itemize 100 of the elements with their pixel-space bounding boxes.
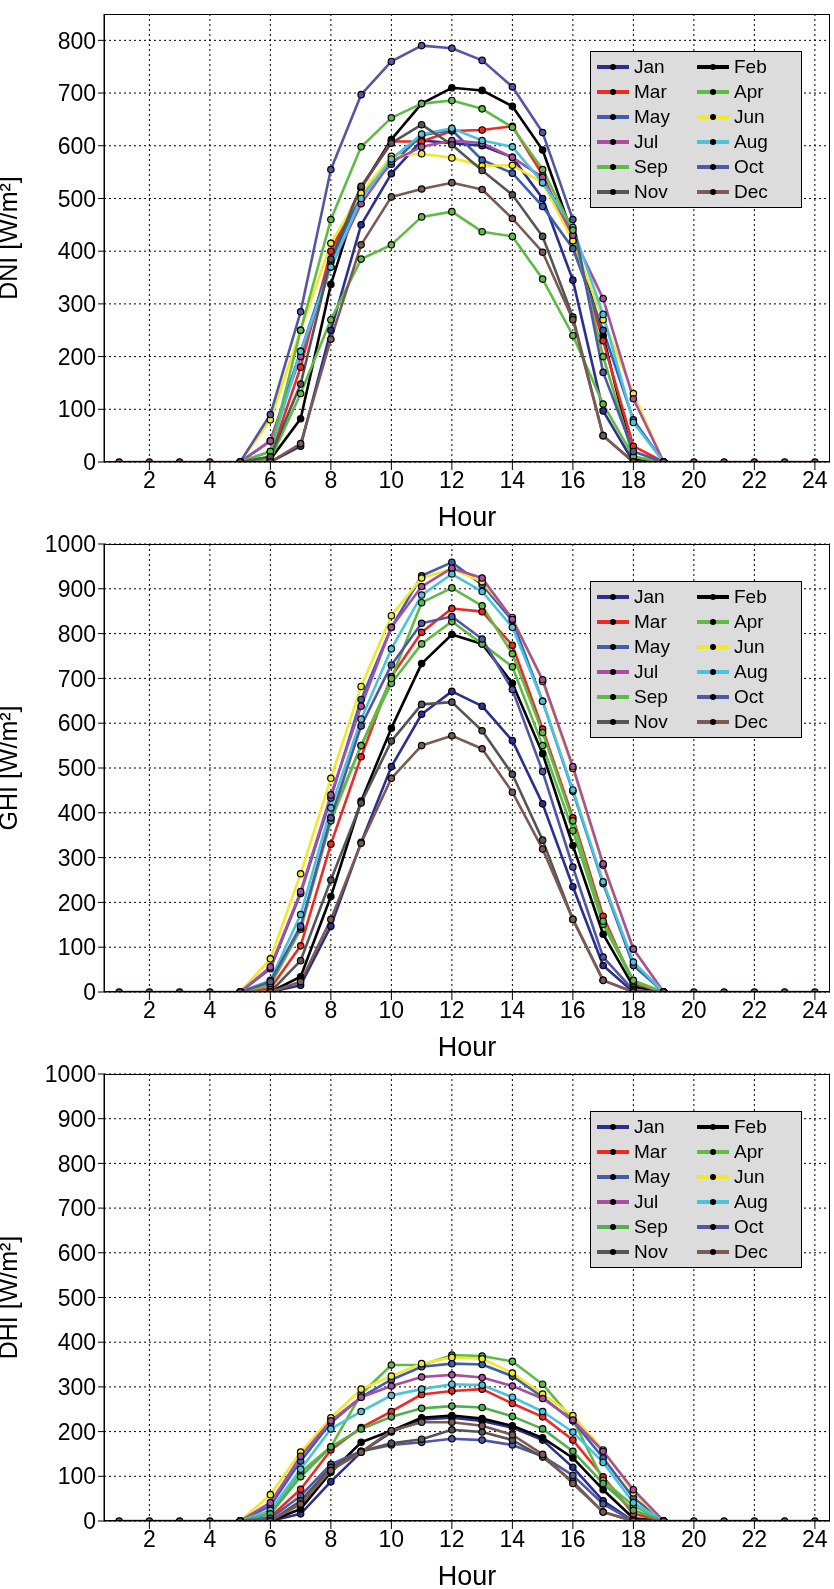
y-tick-label: 400 [57,238,96,265]
legend-label: Dec [734,711,768,733]
legend-label: Aug [734,661,768,683]
legend-label: Jun [734,1166,765,1188]
y-tick-label: 1000 [44,531,96,558]
x-tick-label: 12 [439,997,465,1024]
y-tick-label: 300 [57,291,96,318]
legend-label: May [634,636,670,658]
legend-label: Sep [634,686,668,708]
legend-label: Mar [634,81,667,103]
y-tick-label: 0 [83,449,96,476]
x-tick-label: 22 [741,997,768,1024]
x-tick-label: 6 [263,467,277,494]
legend-label: Jan [634,1116,665,1138]
x-tick-label: 22 [741,1526,768,1553]
y-tick-label: 800 [57,620,96,647]
y-tick-label: 900 [57,575,96,602]
y-tick-label: 200 [57,1418,96,1445]
legend-label: Dec [734,1241,768,1263]
x-axis-title: Hour [437,502,497,532]
y-tick-label: 600 [57,710,96,737]
y-tick-label: 400 [57,799,96,826]
x-tick-label: 20 [681,997,707,1024]
x-tick-label: 14 [499,1526,526,1553]
x-tick-label: 10 [378,1526,405,1553]
legend-label: Jul [634,661,659,683]
legend-label: Sep [634,156,668,178]
y-tick-label: 300 [57,844,96,871]
y-tick-label: 700 [57,1195,96,1222]
x-tick-label: 14 [499,997,526,1024]
x-tick-label: 8 [324,997,338,1024]
legend-label: Mar [634,1141,667,1163]
y-tick-label: 500 [57,185,96,212]
x-tick-label: 4 [203,467,217,494]
x-tick-label: 4 [203,997,217,1024]
x-tick-label: 18 [620,997,647,1024]
x-tick-label: 18 [620,1526,647,1553]
legend-label: May [634,1166,670,1188]
x-tick-label: 2 [142,997,156,1024]
legend-label: Oct [734,1216,764,1238]
legend-label: Jul [634,1191,659,1213]
legend-label: Feb [734,56,767,78]
x-tick-label: 16 [560,467,586,494]
x-tick-label: 2 [142,1526,156,1553]
y-tick-label: 500 [57,1284,96,1311]
legend-label: Jun [734,106,765,128]
legend-label: Aug [734,1191,768,1213]
x-axis-title: Hour [437,1032,497,1062]
legend-label: Dec [734,181,768,203]
legend-label: Oct [734,686,764,708]
x-tick-label: 24 [802,1526,828,1553]
y-tick-label: 400 [57,1329,96,1356]
legend-label: Jan [634,586,665,608]
y-tick-label: 100 [57,934,96,961]
x-tick-label: 12 [439,467,465,494]
y-tick-label: 600 [57,1239,96,1266]
y-tick-label: 800 [57,1150,96,1177]
x-tick-label: 20 [681,1526,707,1553]
x-tick-label: 8 [324,1526,338,1553]
x-tick-label: 10 [378,997,405,1024]
y-tick-label: 0 [83,979,96,1006]
legend-label: Mar [634,611,667,633]
y-tick-label: 600 [57,132,96,159]
x-tick-label: 24 [802,997,828,1024]
x-tick-label: 4 [203,1526,217,1553]
x-tick-label: 12 [439,1526,465,1553]
x-tick-label: 24 [802,467,828,494]
legend-label: Apr [734,611,764,633]
y-tick-label: 500 [57,755,96,782]
y-tick-label: 700 [57,665,96,692]
y-tick-label: 700 [57,80,96,107]
y-tick-label: 0 [83,1508,96,1535]
legend-label: May [634,106,670,128]
legend-label: Aug [734,131,768,153]
y-tick-label: 200 [57,889,96,916]
y-tick-label: 800 [57,27,96,54]
legend-label: Feb [734,1116,767,1138]
legend-label: Apr [734,1141,764,1163]
legend-label: Feb [734,586,767,608]
y-tick-label: 900 [57,1105,96,1132]
x-axis-title: Hour [437,1561,497,1589]
x-tick-label: 20 [681,467,707,494]
legend-label: Jul [634,131,659,153]
y-tick-label: 100 [57,396,96,423]
x-tick-label: 8 [324,467,338,494]
x-tick-label: 14 [499,467,526,494]
x-tick-label: 10 [378,467,405,494]
x-tick-label: 18 [620,467,647,494]
x-tick-label: 6 [263,997,277,1024]
legend-label: Nov [634,181,668,203]
legend-label: Jan [634,56,665,78]
x-tick-label: 2 [142,467,156,494]
y-tick-label: 300 [57,1374,96,1401]
y-tick-label: 1000 [44,1061,96,1088]
y-tick-label: 100 [57,1463,96,1490]
x-tick-label: 16 [560,997,586,1024]
legend-label: Nov [634,1241,668,1263]
y-tick-label: 200 [57,343,96,370]
legend-label: Sep [634,1216,668,1238]
legend-label: Jun [734,636,765,658]
